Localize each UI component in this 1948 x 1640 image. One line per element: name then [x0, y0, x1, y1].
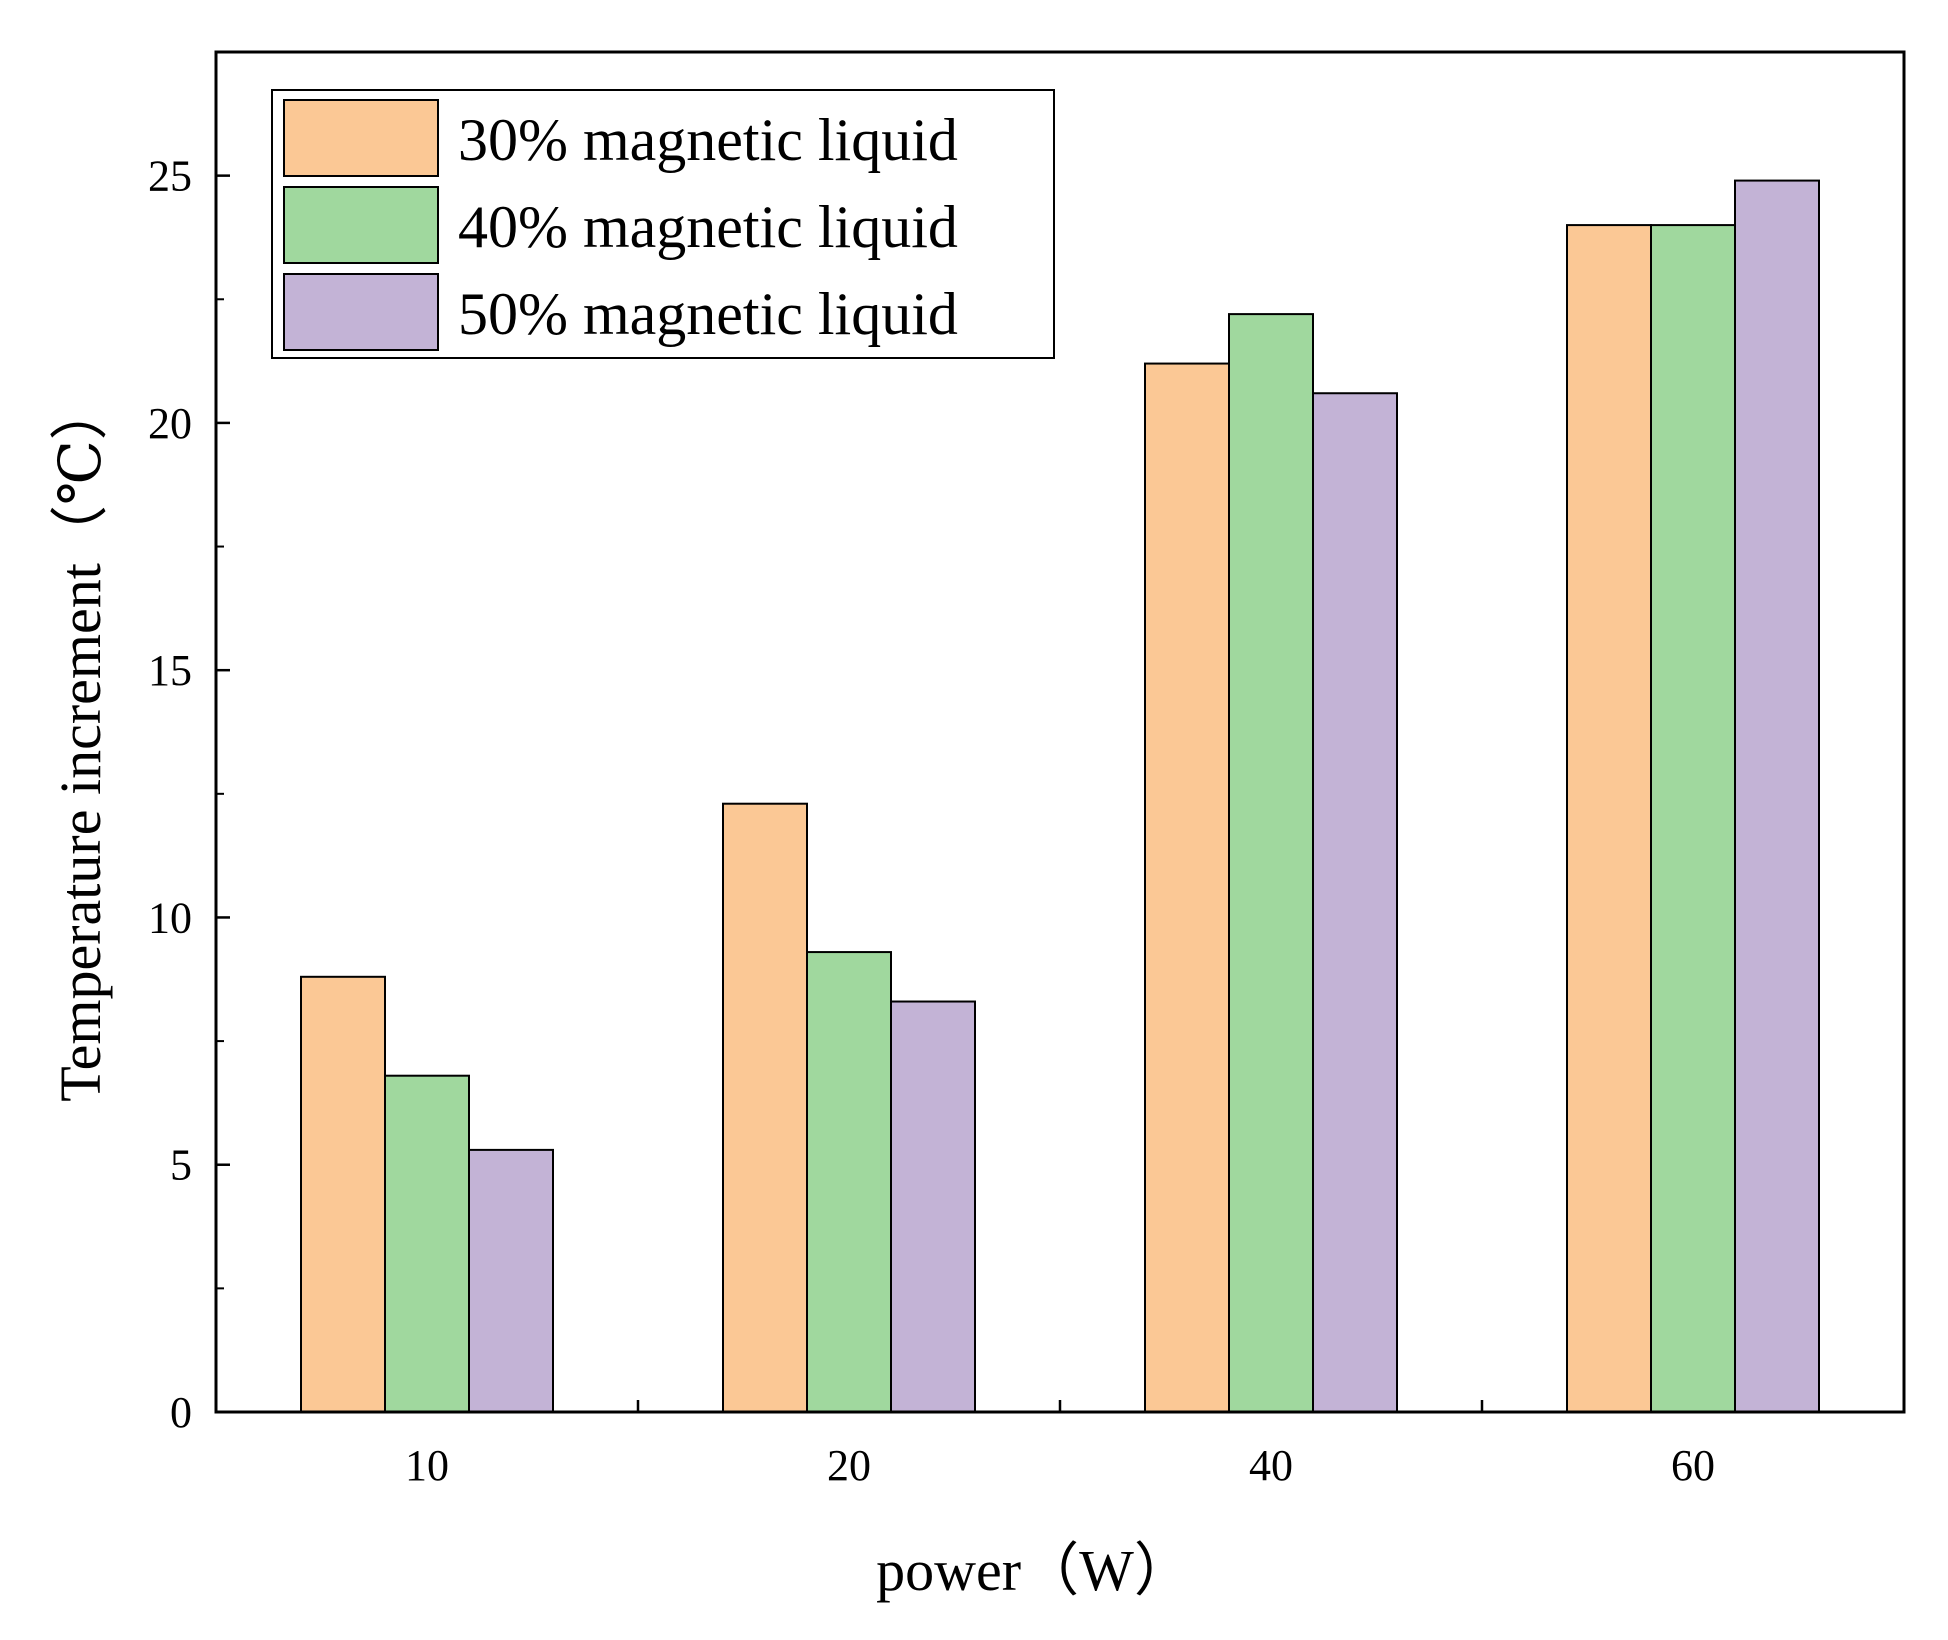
y-tick-label: 20 — [148, 399, 192, 448]
x-tick-label: 60 — [1671, 1441, 1715, 1490]
x-axis-title: power（W） — [876, 1538, 1192, 1603]
bar-30pct-40w — [1144, 362, 1230, 1414]
bar-50pct-40w — [1312, 392, 1398, 1413]
x-tick-label: 10 — [405, 1441, 449, 1490]
legend-swatch-30 — [283, 99, 439, 177]
legend-swatch-50 — [283, 273, 439, 351]
y-tick-label: 0 — [170, 1388, 192, 1437]
x-tick-label: 40 — [1249, 1441, 1293, 1490]
bar-40pct-10w — [384, 1074, 470, 1414]
legend: 30% magnetic liquid 40% magnetic liquid … — [271, 89, 1055, 359]
bars-layer — [300, 179, 1820, 1414]
bar-40pct-20w — [806, 951, 892, 1414]
y-tick-label: 10 — [148, 893, 192, 942]
x-tick-label: 20 — [827, 1441, 871, 1490]
legend-label-40: 40% magnetic liquid — [458, 194, 958, 260]
y-tick-label: 5 — [170, 1141, 192, 1190]
bar-40pct-60w — [1650, 224, 1736, 1413]
bar-50pct-10w — [468, 1148, 554, 1413]
legend-swatch-40 — [283, 186, 439, 264]
bar-30pct-60w — [1566, 224, 1652, 1413]
bar-50pct-60w — [1734, 179, 1820, 1414]
bar-30pct-10w — [300, 975, 386, 1413]
y-axis-title: Temperature increment（℃） — [48, 382, 113, 1101]
y-tick-label: 15 — [148, 646, 192, 695]
bar-30pct-20w — [722, 802, 808, 1413]
bar-40pct-40w — [1228, 313, 1314, 1413]
y-tick-label: 25 — [148, 152, 192, 201]
bar-50pct-20w — [890, 1000, 976, 1413]
legend-label-30: 30% magnetic liquid — [458, 107, 958, 173]
ticks-layer: 0 5 10 15 20 25 10 20 40 60 — [148, 152, 1715, 1490]
legend-label-50: 50% magnetic liquid — [458, 281, 958, 347]
